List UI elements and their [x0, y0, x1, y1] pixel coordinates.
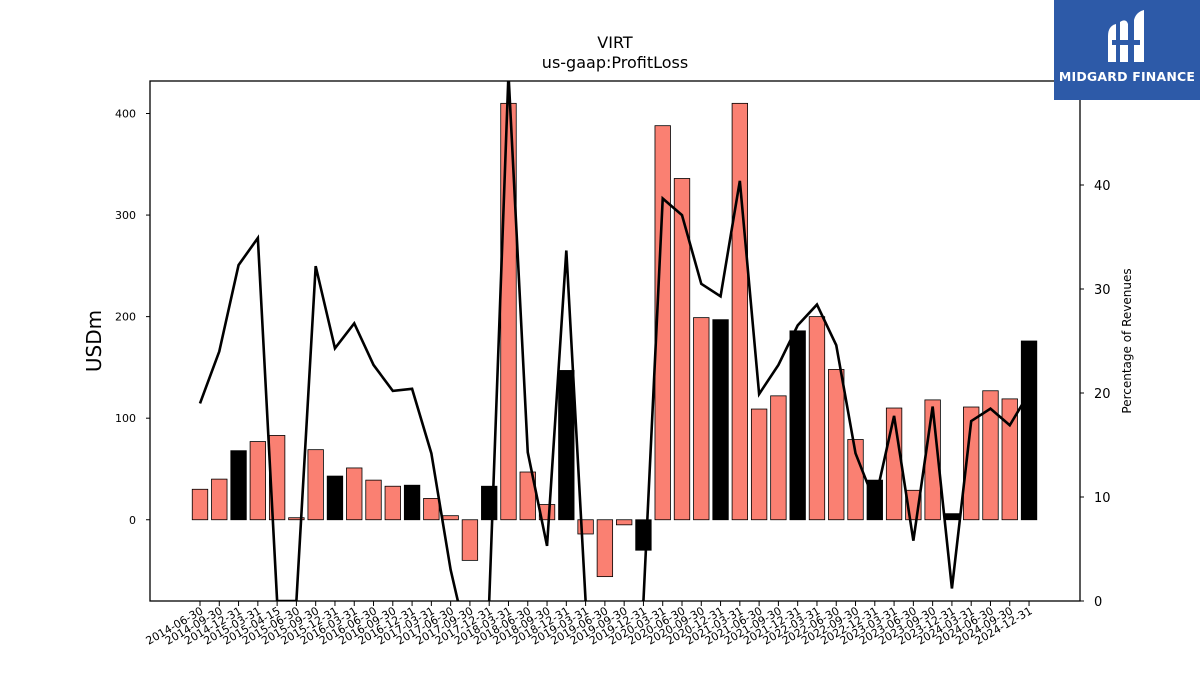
- bar-2014-09-30: [211, 478, 228, 521]
- bar-2020-06-30: [673, 178, 691, 521]
- bar-2021-06-30: [750, 408, 768, 521]
- bar-2024-09-30: [1001, 398, 1018, 521]
- bar-2020-03-31: [654, 125, 671, 521]
- y-tick-label-200: 200: [115, 311, 136, 324]
- bar-2022-06-30: [828, 369, 845, 521]
- midgard-logo-icon: [1108, 10, 1144, 62]
- bar-2017-12-31: [481, 485, 498, 521]
- bar-2024-12-31: [1020, 340, 1038, 521]
- y2-tick-label-40: 40: [1094, 179, 1111, 194]
- bar-2020-09-30: [693, 317, 710, 521]
- line-series: [198, 81, 1031, 601]
- axes: 01002003004000102030402014-06-302014-09-…: [115, 80, 1111, 648]
- bar-2014-06-30: [191, 488, 209, 521]
- bar-2021-03-31: [731, 102, 748, 521]
- bar-2017-09-30: [461, 519, 479, 561]
- y-axis-label: USDm: [82, 310, 106, 372]
- bar-2022-09-30: [847, 439, 864, 521]
- bar-2022-03-31: [808, 316, 826, 521]
- bar-2015-03-31: [249, 441, 266, 521]
- bar-2019-06-30: [596, 519, 614, 578]
- y2-axis-label: Percentage of Revenues: [1120, 268, 1134, 413]
- y2-tick-label-0: 0: [1094, 595, 1102, 610]
- bar-2015-12-31: [326, 475, 344, 521]
- y2-tick-label-10: 10: [1094, 491, 1111, 506]
- bar-2016-06-30: [365, 479, 382, 521]
- bar-2024-06-30: [982, 390, 999, 521]
- midgard-logo: MIDGARD FINANCE: [1054, 0, 1200, 100]
- bar-2015-06-30: [288, 517, 305, 521]
- y-tick-label-300: 300: [115, 209, 136, 222]
- y-tick-label-100: 100: [115, 412, 136, 425]
- chart-subtitle: us-gaap:ProfitLoss: [542, 53, 688, 72]
- bar-2017-06-30: [442, 515, 459, 521]
- bar-2019-12-31: [635, 519, 652, 551]
- bar-2021-12-31: [789, 330, 806, 521]
- percentage-line: [198, 81, 1031, 601]
- y2-tick-label-20: 20: [1094, 387, 1111, 402]
- bar-2016-09-30: [384, 485, 401, 521]
- bar-2020-12-31: [712, 319, 729, 521]
- logo-text: MIDGARD FINANCE: [1058, 69, 1196, 84]
- chart-title: VIRT: [597, 33, 633, 52]
- bar-2023-12-31: [943, 513, 961, 521]
- bar-2014-12-31: [230, 450, 247, 521]
- y-tick-label-400: 400: [115, 108, 136, 121]
- bar-2017-03-31: [423, 498, 440, 521]
- plot-frame: [149, 80, 1081, 602]
- bar-2015-09-30: [307, 449, 324, 521]
- bar-series: [191, 102, 1038, 578]
- bar-2024-03-31: [963, 406, 980, 521]
- bar-2016-12-31: [403, 484, 421, 521]
- bar-2018-12-31: [558, 370, 575, 521]
- y2-tick-label-30: 30: [1094, 283, 1111, 298]
- bar-2019-09-30: [616, 519, 633, 526]
- bar-2021-09-30: [770, 395, 787, 521]
- bar-2016-03-31: [346, 467, 363, 521]
- y-tick-label-0: 0: [129, 514, 136, 527]
- bar-2023-03-31: [885, 407, 903, 521]
